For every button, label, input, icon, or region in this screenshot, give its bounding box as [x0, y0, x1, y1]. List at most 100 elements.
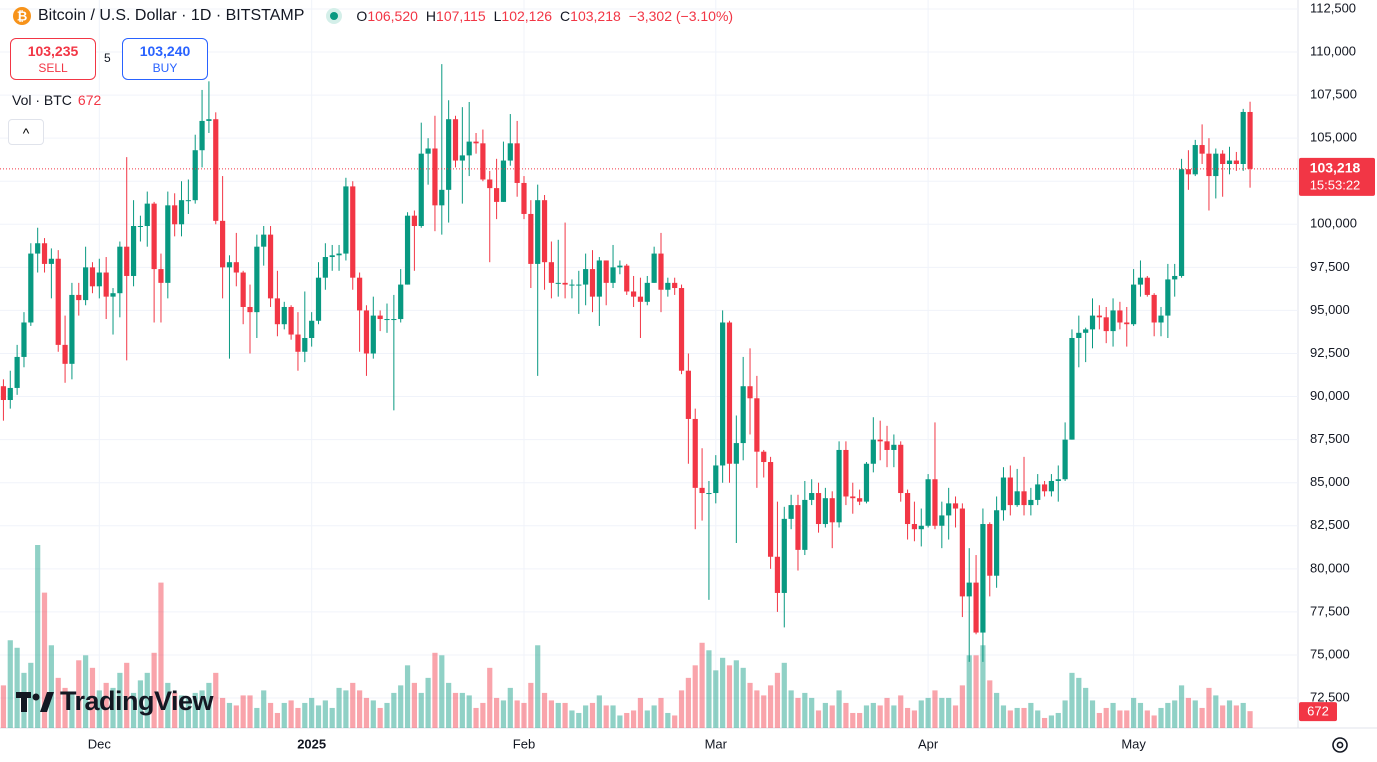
candle-body — [199, 120, 205, 151]
volume-bar — [1041, 717, 1048, 728]
candle-body — [1137, 277, 1144, 285]
candle-body — [699, 487, 705, 494]
candle-body — [603, 260, 609, 283]
volume-bar — [336, 687, 342, 728]
volume-bar — [788, 690, 794, 728]
candle-body — [617, 265, 623, 268]
volume-bar — [720, 657, 726, 728]
candle-body — [1007, 477, 1013, 506]
candle-body — [692, 418, 698, 488]
volume-bar — [466, 695, 472, 728]
candle-body — [103, 272, 109, 297]
sell-button[interactable]: 103,235 SELL — [10, 38, 96, 80]
volume-bar — [1035, 710, 1041, 728]
sell-label[interactable]: SELL — [38, 61, 68, 75]
candle-body — [569, 284, 575, 286]
buy-price[interactable]: 103,240 — [139, 43, 191, 59]
volume-bar — [1199, 707, 1205, 728]
volume-bar — [178, 695, 185, 728]
volume-bar — [932, 690, 938, 728]
candle-body — [398, 284, 404, 320]
volume-bar — [281, 702, 287, 728]
candle-body — [1185, 169, 1192, 175]
ohlc-key: L — [493, 8, 502, 24]
candle-body — [309, 320, 315, 338]
volume-bar — [795, 697, 801, 728]
volume-bar — [7, 640, 13, 728]
volume-bar — [220, 697, 226, 728]
volume-bar — [596, 695, 602, 728]
symbol-title[interactable]: Bitcoin / U.S. Dollar · 1D · BITSTAMP — [38, 7, 305, 24]
candle-body — [822, 498, 828, 525]
candle-body — [370, 315, 376, 354]
volume-bar — [767, 685, 774, 728]
volume-bar — [946, 697, 952, 728]
gear-inner[interactable] — [1336, 741, 1344, 749]
candle-body — [726, 322, 733, 464]
settings-icon[interactable] — [1332, 737, 1348, 753]
candle-body — [411, 215, 418, 227]
volume-bar — [1226, 700, 1233, 728]
volume-bar — [1165, 702, 1171, 728]
volume-bar — [1069, 672, 1075, 728]
y-tick-label: 110,000 — [1310, 43, 1356, 58]
volume-bar — [850, 712, 856, 728]
candle-body — [329, 255, 335, 258]
candle-body — [535, 200, 541, 264]
candle-body — [980, 524, 986, 633]
x-tick-label: 2025 — [297, 736, 326, 751]
gear-outer[interactable] — [1332, 737, 1348, 753]
volume-bar — [172, 692, 178, 728]
volume-bar — [644, 710, 650, 728]
volume-bar — [774, 672, 781, 728]
candle-body — [487, 179, 493, 189]
candle-body — [918, 525, 924, 530]
volume-bar — [672, 715, 678, 728]
candle-body — [220, 220, 226, 268]
candle-body — [1240, 111, 1246, 164]
volume-bar — [802, 692, 808, 728]
buy-label[interactable]: BUY — [152, 61, 178, 75]
candle-body — [973, 582, 979, 633]
candle-body — [713, 465, 719, 494]
x-tick-label: Dec — [88, 736, 112, 751]
y-tick-label: 95,000 — [1310, 302, 1350, 317]
volume-bar — [130, 692, 137, 728]
volume-bar — [1213, 695, 1219, 728]
volume-bar — [987, 680, 993, 728]
sell-price[interactable]: 103,235 — [27, 43, 79, 59]
volume-bar — [398, 685, 404, 728]
candle-body — [1206, 153, 1212, 177]
candle-body — [1035, 484, 1041, 500]
volume-bar — [569, 710, 575, 728]
volume-bar — [884, 697, 890, 728]
candle-body — [521, 182, 527, 214]
candle-body — [1021, 491, 1027, 506]
volume-bar — [726, 665, 733, 728]
candle-body — [363, 310, 370, 354]
volume-bar — [493, 697, 500, 728]
volume-bar — [583, 705, 589, 728]
candle-body — [69, 294, 75, 364]
volume-bar — [350, 682, 356, 728]
volume-bar — [637, 697, 644, 728]
volume-legend-value: 672 — [77, 92, 102, 108]
candle-body — [528, 213, 534, 264]
candle-body — [548, 262, 554, 283]
volume-bar — [603, 705, 609, 728]
volume-bar — [343, 690, 349, 728]
volume-bar — [274, 712, 281, 728]
candle-body — [7, 387, 13, 401]
candle-body — [117, 246, 123, 294]
candle-body — [267, 234, 274, 299]
market-status[interactable] — [324, 6, 344, 26]
candle-body — [781, 518, 787, 593]
candle-body — [480, 143, 486, 180]
candle-body — [1220, 153, 1226, 164]
candle-body — [124, 246, 130, 276]
buy-button[interactable]: 103,240 BUY — [122, 38, 208, 80]
collapse-button[interactable]: ^ — [8, 119, 44, 145]
volume-bar — [315, 705, 322, 728]
candle-body — [541, 200, 548, 263]
candle-body — [83, 267, 89, 301]
